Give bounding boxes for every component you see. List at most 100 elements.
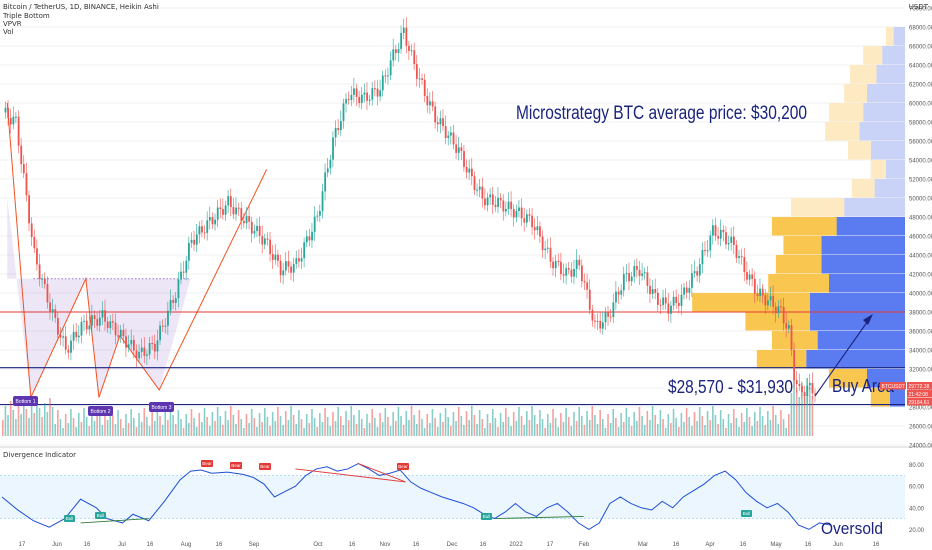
candle-body (256, 225, 258, 231)
candle-body (554, 260, 557, 269)
candle-body (405, 27, 408, 46)
candle-body (426, 95, 429, 106)
volume-bar (774, 415, 777, 436)
volume-bar (153, 421, 156, 436)
volume-bar (30, 404, 33, 436)
volume-bar (505, 408, 507, 436)
volume-bar (185, 414, 187, 436)
volume-bar (211, 412, 214, 436)
candle-body (284, 261, 287, 271)
oversold-annotation: Oversold (821, 519, 883, 538)
volume-bar (119, 419, 122, 436)
bull-label-box (64, 515, 75, 522)
candle-body (706, 250, 709, 252)
volume-bar (229, 406, 232, 436)
candle-body (520, 207, 523, 219)
bull-label-text: Bull (97, 513, 105, 518)
candle-body (460, 147, 463, 152)
candle-body (193, 239, 196, 245)
volume-bar (85, 417, 88, 436)
candle-body (769, 295, 772, 301)
volume-profile-down-bar (867, 84, 905, 103)
candle-body (28, 195, 30, 224)
candle-body (662, 297, 665, 306)
volume-bar (264, 408, 266, 436)
indicator-label-3[interactable]: Vol (3, 28, 14, 36)
candle-body (119, 329, 122, 337)
candle-body (274, 254, 277, 260)
volume-bar (680, 413, 683, 436)
volume-bar (609, 423, 612, 436)
x-tick-label: 17 (547, 542, 554, 548)
candle-body (321, 191, 324, 211)
volume-bar (546, 414, 549, 436)
volume-bar (402, 425, 405, 436)
volume-bar (450, 426, 452, 436)
candle-body (371, 88, 374, 100)
candle-body (557, 260, 560, 262)
candle-body (77, 335, 80, 338)
volume-bar (732, 409, 735, 436)
buy-area-arrow-line (814, 317, 871, 397)
indicator-label-1[interactable]: Triple Bottom (3, 12, 50, 20)
candle-body (156, 340, 159, 352)
candle-body (638, 269, 641, 276)
indicator-label-2[interactable]: VPVR (3, 20, 22, 28)
volume-bar (245, 414, 248, 436)
candle-body (83, 320, 86, 322)
candle-body (811, 382, 814, 394)
volume-bar (140, 422, 143, 436)
candle-body (494, 204, 497, 207)
volume-bar (651, 406, 654, 436)
candle-body (468, 168, 471, 173)
volume-bar (146, 417, 148, 436)
volume-bar (795, 388, 798, 436)
volume-bar (706, 411, 709, 436)
candle-body (748, 274, 751, 280)
bottom-label-box (88, 406, 113, 416)
microstrategy-annotation: Microstrategy BTC average price: $30,200 (516, 103, 807, 124)
candle-body (51, 309, 54, 313)
candle-body (785, 323, 788, 329)
volume-bar (657, 424, 659, 436)
candle-body (339, 121, 342, 131)
price-tick-label: 44000.00 (909, 254, 932, 260)
candle-body (617, 291, 620, 295)
candle-body (25, 173, 28, 196)
candle-body (507, 201, 510, 209)
volume-bar (478, 410, 481, 436)
volume-bar (473, 415, 476, 436)
volume-profile-down-bar (810, 293, 905, 312)
volume-bar (633, 412, 636, 436)
volume-profile-up-bar (783, 236, 822, 255)
oscillator-tick-label: 60.00 (909, 485, 925, 491)
volume-bar (253, 418, 256, 436)
symbol-line: Bitcoin / TetherUS, 1D, BINANCE, Heikin … (3, 3, 159, 11)
volume-bar (520, 416, 523, 436)
candle-body (586, 282, 589, 290)
volume-bar (526, 411, 528, 436)
candle-body (410, 50, 413, 52)
x-tick-label: 16 (84, 542, 91, 548)
x-tick-label: Jun (833, 542, 843, 548)
candle-body (712, 225, 714, 236)
volume-bar (780, 410, 782, 436)
x-tick-label: 16 (349, 542, 356, 548)
candle-body (667, 303, 670, 314)
buy-area-arrowhead (863, 314, 873, 325)
candle-body (20, 145, 23, 165)
candle-body (649, 285, 651, 295)
volume-bar (358, 410, 360, 436)
volume-bar (575, 421, 578, 436)
price-tag-text: BTCUSDT (882, 384, 906, 390)
candle-body (772, 295, 775, 307)
volume-bar (696, 421, 698, 436)
candle-body (594, 320, 596, 322)
candle-body (615, 291, 617, 303)
volume-profile-up-bar (772, 217, 837, 236)
volume-bar (135, 427, 138, 436)
divergence-panel-title[interactable]: Divergence Indicator (3, 451, 77, 459)
candle-body (190, 239, 193, 244)
bear-label-box (397, 463, 409, 470)
